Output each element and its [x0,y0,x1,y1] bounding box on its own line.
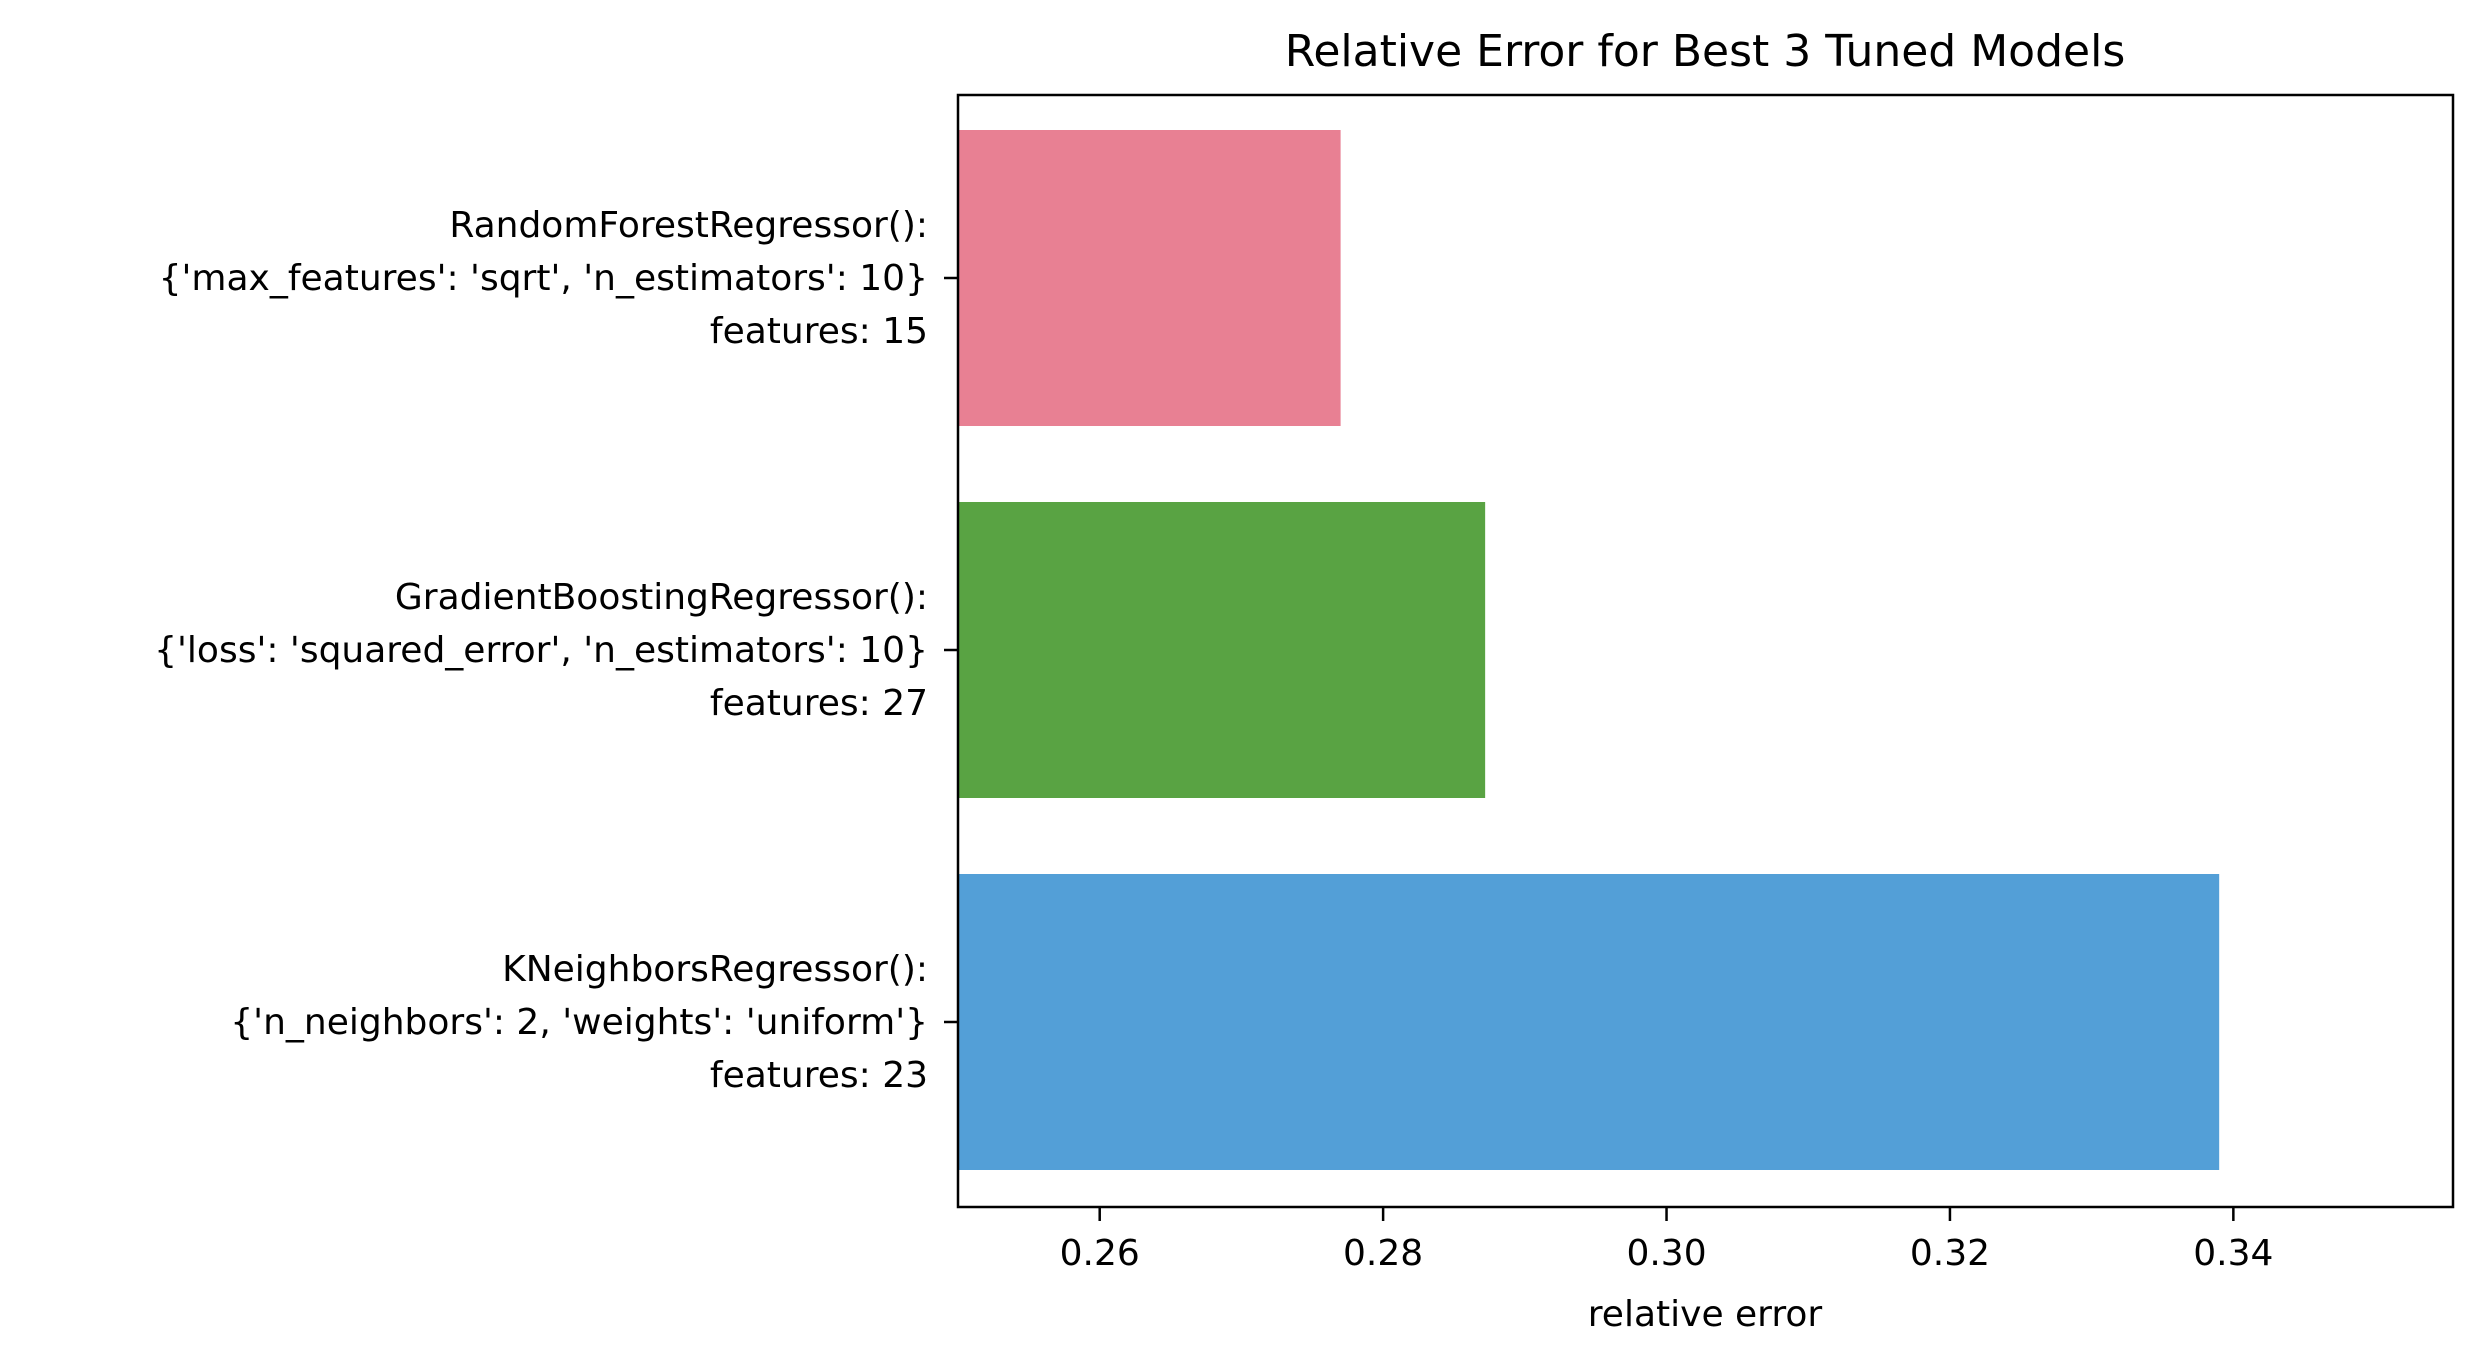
x-tick-label: 0.28 [1343,1233,1423,1274]
x-tick-label: 0.26 [1060,1233,1140,1274]
category-label-line: GradientBoostingRegressor(): [395,577,928,618]
category-label-line: features: 27 [710,683,928,724]
bar [958,874,2220,1170]
x-tick-label: 0.34 [2193,1233,2273,1274]
category-label-line: {'n_neighbors': 2, 'weights': 'uniform'} [230,1002,928,1043]
category-label: RandomForestRegressor(): {'max_features':… [159,205,928,352]
category-label-line: RandomForestRegressor(): [449,205,928,246]
category-label: GradientBoostingRegressor(): {'loss': 'sq… [154,577,928,724]
bar [958,130,1341,426]
x-tick-label: 0.30 [1626,1233,1706,1274]
category-label-line: features: 23 [710,1055,928,1096]
x-tick-label: 0.32 [1910,1233,1990,1274]
bar [958,502,1486,798]
category-label-line: features: 15 [710,311,928,352]
x-axis-label: relative error [1588,1294,1823,1335]
bars-group [958,130,2220,1170]
category-label: KNeighborsRegressor(): {'n_neighbors': 2,… [230,949,928,1096]
category-label-line: KNeighborsRegressor(): [502,949,928,990]
category-label-line: {'max_features': 'sqrt', 'n_estimators':… [159,258,928,299]
x-axis-ticks: 0.26 0.28 0.30 0.32 0.34 [1060,1207,2273,1274]
plot-frame [956,93,2455,1209]
chart-title: Relative Error for Best 3 Tuned Models [1285,26,2126,77]
category-label-line: {'loss': 'squared_error', 'n_estimators'… [154,630,928,671]
category-labels: RandomForestRegressor(): {'max_features':… [154,205,958,1096]
